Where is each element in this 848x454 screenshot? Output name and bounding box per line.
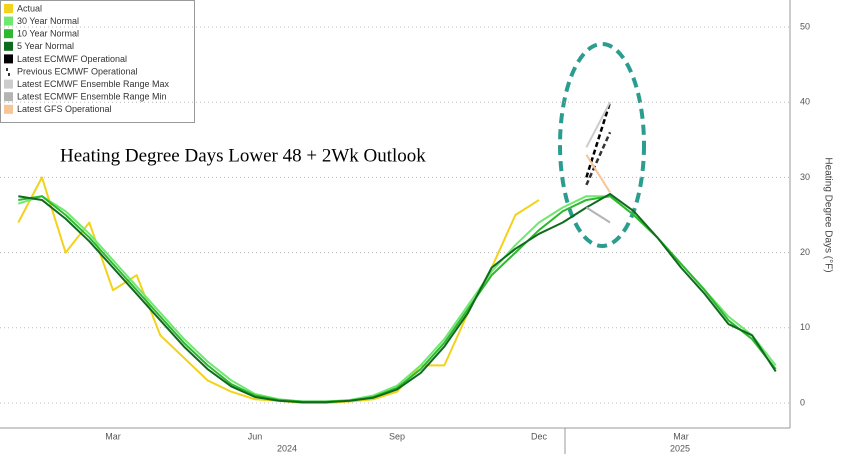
year-label: 2025 bbox=[670, 443, 690, 453]
series-line bbox=[18, 192, 777, 404]
legend-label: Latest ECMWF Ensemble Range Min bbox=[17, 92, 167, 102]
series-line bbox=[585, 206, 611, 224]
x-tick-label: Sep bbox=[389, 431, 405, 441]
legend-swatch bbox=[4, 104, 13, 114]
year-label: 2024 bbox=[277, 443, 297, 453]
series-line bbox=[585, 101, 612, 178]
legend-label: 30 Year Normal bbox=[17, 16, 79, 26]
legend-label: Latest ECMWF Operational bbox=[17, 54, 127, 64]
legend-label: Latest GFS Operational bbox=[17, 104, 112, 114]
x-tick-label: Dec bbox=[531, 431, 548, 441]
chart-title: Heating Degree Days Lower 48 + 2Wk Outlo… bbox=[60, 145, 426, 166]
highlight-ellipse bbox=[558, 42, 646, 248]
legend-swatch bbox=[6, 68, 10, 76]
legend-label: Latest ECMWF Ensemble Range Max bbox=[17, 79, 170, 89]
legend-swatch bbox=[4, 4, 13, 13]
series-line bbox=[585, 154, 611, 193]
y-tick-label: 50 bbox=[800, 21, 810, 31]
y-tick-label: 0 bbox=[800, 397, 805, 407]
series-line bbox=[585, 131, 612, 186]
x-tick-label: Mar bbox=[105, 431, 121, 441]
legend-label: 5 Year Normal bbox=[17, 41, 74, 51]
legend-swatch bbox=[4, 29, 13, 39]
series-line bbox=[18, 195, 777, 403]
y-tick-label: 40 bbox=[800, 97, 810, 107]
series-line bbox=[585, 101, 611, 148]
y-tick-label: 10 bbox=[800, 322, 810, 332]
legend-swatch bbox=[4, 79, 13, 89]
y-tick-label: 20 bbox=[800, 247, 810, 257]
y-axis-title: Heating Degree Days (°F) bbox=[822, 157, 833, 272]
series-line bbox=[17, 176, 540, 404]
y-tick-label: 30 bbox=[800, 172, 810, 182]
x-tick-label: Mar bbox=[673, 431, 689, 441]
legend-swatch bbox=[4, 92, 13, 102]
legend-label: Previous ECMWF Operational bbox=[17, 66, 138, 76]
series-line bbox=[17, 195, 777, 403]
legend-label: Actual bbox=[17, 3, 42, 13]
legend-swatch bbox=[4, 54, 13, 64]
legend-swatch bbox=[4, 16, 13, 26]
x-tick-label: Jun bbox=[248, 431, 263, 441]
legend-swatch bbox=[4, 41, 13, 51]
legend-label: 10 Year Normal bbox=[17, 29, 79, 39]
